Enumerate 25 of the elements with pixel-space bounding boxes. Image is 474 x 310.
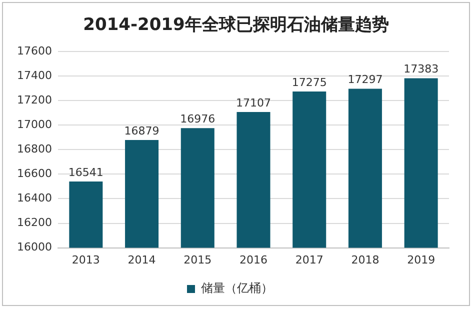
data-label: 16976 xyxy=(180,112,216,126)
data-label: 16541 xyxy=(68,166,104,179)
data-label: 17275 xyxy=(292,76,327,89)
y-tick-label: 16400 xyxy=(16,192,52,205)
y-tick-label: 16600 xyxy=(16,167,52,180)
y-tick-label: 17400 xyxy=(16,68,52,82)
y-tick-label: 17200 xyxy=(16,94,52,107)
data-label: 17297 xyxy=(348,73,383,86)
x-tick-label: 2014 xyxy=(128,253,156,266)
x-tick-label: 2015 xyxy=(184,253,212,266)
data-label: 16879 xyxy=(124,124,160,138)
data-label: 17107 xyxy=(236,96,271,110)
y-tick-label: 16800 xyxy=(16,142,52,156)
chart-title: 2014-2019年全球已探明石油储量趋势 xyxy=(82,14,390,36)
y-tick-label: 17600 xyxy=(16,44,52,58)
data-label: 17383 xyxy=(404,62,439,76)
x-tick-label: 2019 xyxy=(407,253,436,266)
y-tick-label: 16000 xyxy=(16,240,52,254)
y-tick-label: 16200 xyxy=(16,216,52,230)
y-tick-label: 17000 xyxy=(16,118,52,132)
x-tick-label: 2018 xyxy=(351,253,380,266)
legend-label: 储量（亿桶） xyxy=(201,281,273,296)
x-tick-label: 2013 xyxy=(72,253,100,266)
x-tick-label: 2016 xyxy=(239,253,268,266)
x-tick-label: 2017 xyxy=(295,253,324,266)
